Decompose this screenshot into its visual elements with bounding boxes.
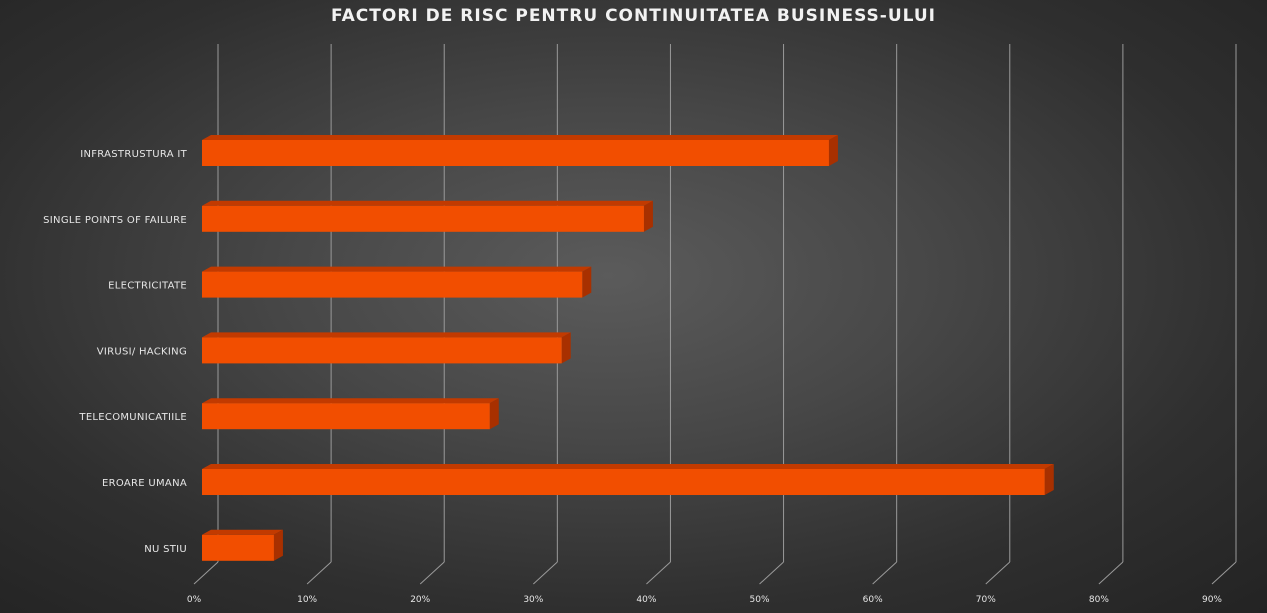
gridline-floor [419, 561, 445, 585]
bar-top [202, 200, 653, 206]
bar-top [202, 464, 1054, 469]
gridline-floor [985, 561, 1011, 585]
x-tick-label: 50% [750, 595, 770, 605]
gridline-floor [306, 561, 332, 585]
gridline-floor [1098, 561, 1124, 585]
bar [202, 403, 490, 430]
category-label: TELECOMUNICATIILE [78, 412, 187, 423]
category-label: EROARE UMANA [102, 478, 187, 489]
bar [202, 271, 583, 298]
gridline-floor [532, 561, 558, 585]
x-tick-label: 30% [523, 595, 543, 605]
gridline-floor [646, 561, 671, 585]
bar-side [582, 266, 592, 298]
x-tick-label: 80% [1089, 595, 1109, 605]
bar [202, 140, 829, 166]
bar-side [273, 529, 283, 561]
bar-top [202, 332, 571, 338]
bar-side [561, 332, 571, 364]
category-label: ELECTRICITATE [108, 281, 187, 292]
bar-top [202, 529, 283, 535]
x-tick-label: 10% [297, 595, 317, 605]
gridline-floor [193, 561, 219, 585]
bar [202, 534, 274, 561]
bar [202, 469, 1045, 495]
x-tick-label: 60% [863, 595, 883, 605]
x-tick-label: 20% [410, 595, 430, 605]
bar-top [202, 266, 592, 272]
bar-side [1044, 464, 1054, 495]
chart-title: FACTORI DE RISC PENTRU CONTINUITATEA BUS… [330, 6, 937, 26]
bar-side [489, 398, 499, 430]
gridline-floor [1211, 561, 1237, 585]
x-tick-label: 70% [976, 595, 996, 605]
bar-side [828, 135, 838, 166]
bar-top [202, 135, 838, 140]
x-tick-label: 90% [1202, 595, 1222, 605]
bar [202, 337, 562, 364]
category-label: VIRUSI/ HACKING [97, 346, 187, 357]
category-label: SINGLE POINTS OF FAILURE [43, 215, 187, 226]
bar-side [643, 200, 653, 232]
bar [202, 205, 644, 232]
bar-top [202, 398, 499, 404]
category-label: INFRASTRUSTURA IT [80, 149, 187, 160]
gridline-floor [759, 561, 784, 585]
category-label: NU STIU [144, 544, 187, 555]
x-tick-label: 40% [636, 595, 656, 605]
gridline-floor [872, 561, 898, 585]
x-tick-label: 0% [187, 595, 202, 605]
